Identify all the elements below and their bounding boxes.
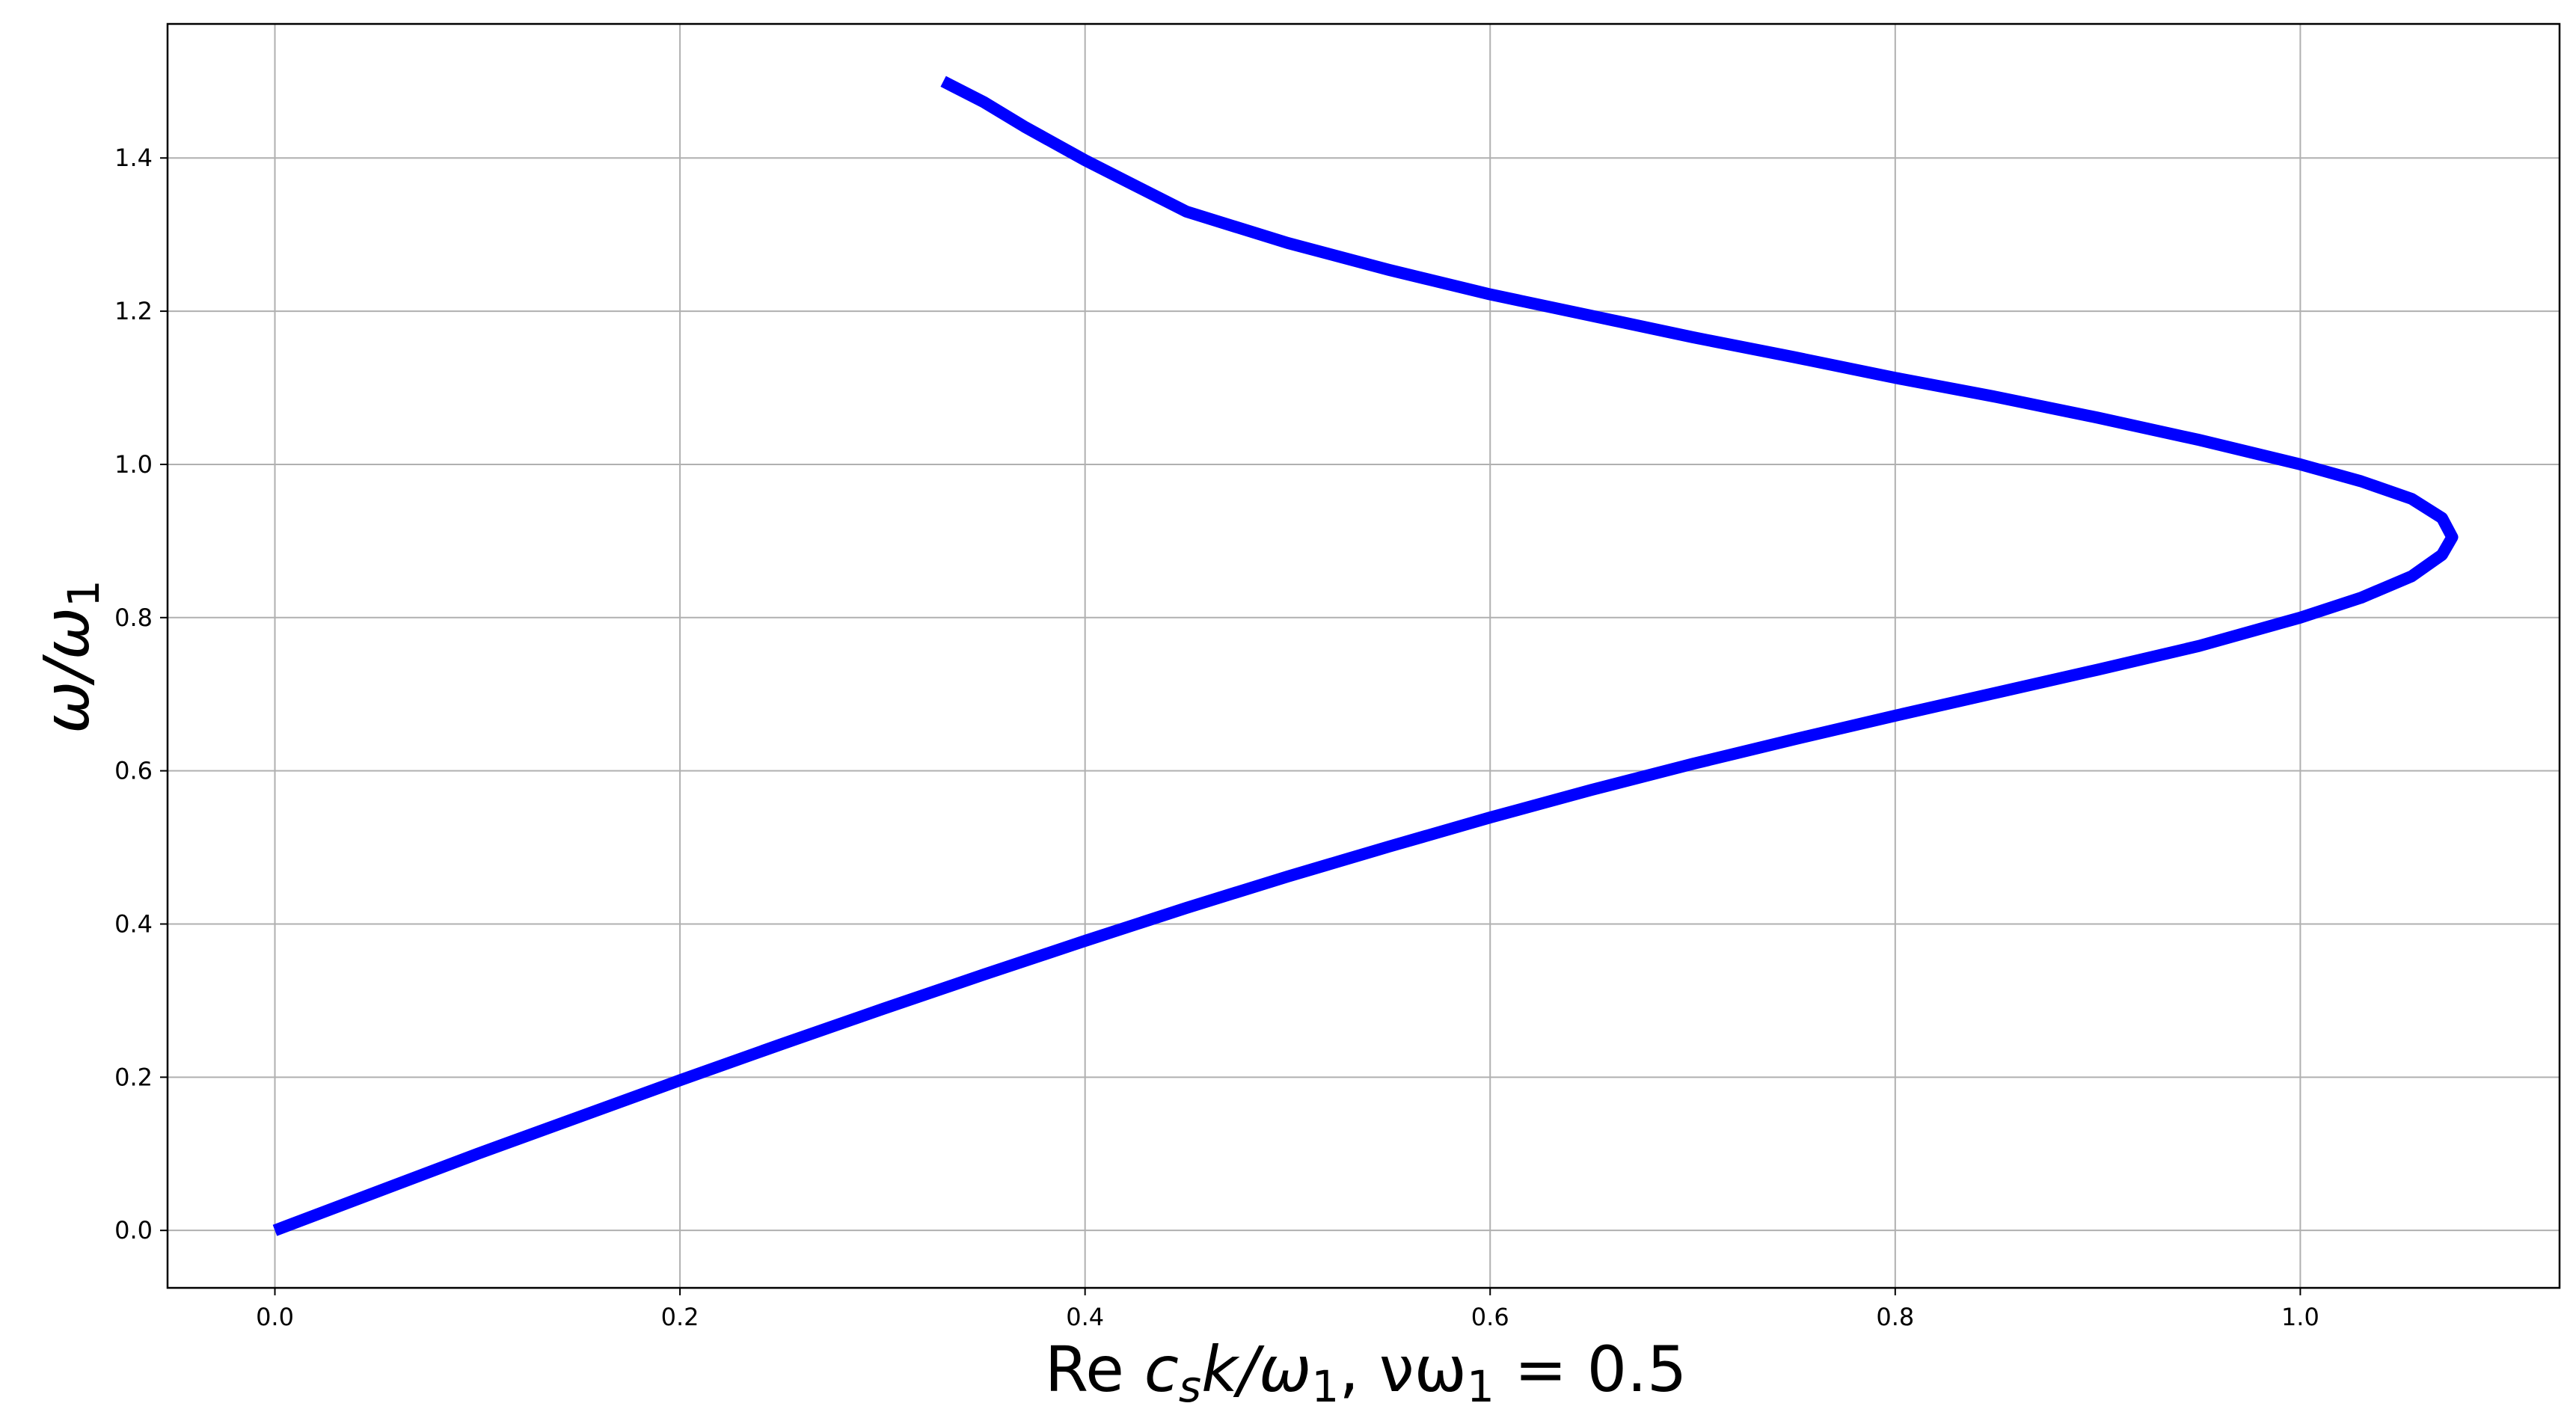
x-tick-label: 1.0 [2281, 1303, 2319, 1331]
y-label-main: ω/ω [30, 607, 103, 734]
y-tick-label: 0.8 [114, 604, 153, 632]
y-label-sub: 1 [58, 580, 109, 607]
series-layer [272, 76, 2459, 1236]
x-label-k-over-omega: k/ω [1201, 1333, 1311, 1406]
x-label-s: s [1179, 1361, 1201, 1412]
y-tick-label: 1.2 [114, 297, 153, 325]
y-axis-label: ω/ω1 [30, 580, 109, 734]
grid [168, 24, 2560, 1288]
x-tick-label: 0.2 [661, 1303, 699, 1331]
x-axis-label: Re csk/ω1, νω1 = 0.5 [1045, 1333, 1687, 1412]
x-label-equals: = 0.5 [1494, 1333, 1687, 1406]
x-tick-label: 0.8 [1876, 1303, 1914, 1331]
x-label-sub-one-a: 1 [1311, 1361, 1339, 1412]
y-tick-label: 0.2 [114, 1063, 153, 1091]
y-tick-label: 1.4 [114, 144, 153, 172]
plot-frame [166, 22, 2561, 1289]
y-tick-label: 0.6 [114, 757, 153, 785]
x-label-sub-one-b: 1 [1467, 1361, 1494, 1412]
y-tick-label: 0.4 [114, 909, 153, 938]
x-label-c: c [1144, 1333, 1179, 1406]
y-tick-label: 1.0 [114, 450, 153, 479]
x-axis-ticks: 0.0 0.2 0.4 0.6 0.8 1.0 [256, 1288, 2319, 1331]
x-tick-label: 0.0 [256, 1303, 294, 1331]
x-tick-label: 0.4 [1066, 1303, 1104, 1331]
x-label-re: Re [1045, 1333, 1144, 1406]
y-tick-label: 0.0 [114, 1216, 153, 1244]
series-line [272, 76, 2459, 1236]
y-axis-ticks: 0.0 0.2 0.4 0.6 0.8 1.0 1.2 1.4 [114, 144, 168, 1244]
x-tick-label: 0.6 [1471, 1303, 1509, 1331]
x-label-separator: , νω [1339, 1333, 1467, 1406]
